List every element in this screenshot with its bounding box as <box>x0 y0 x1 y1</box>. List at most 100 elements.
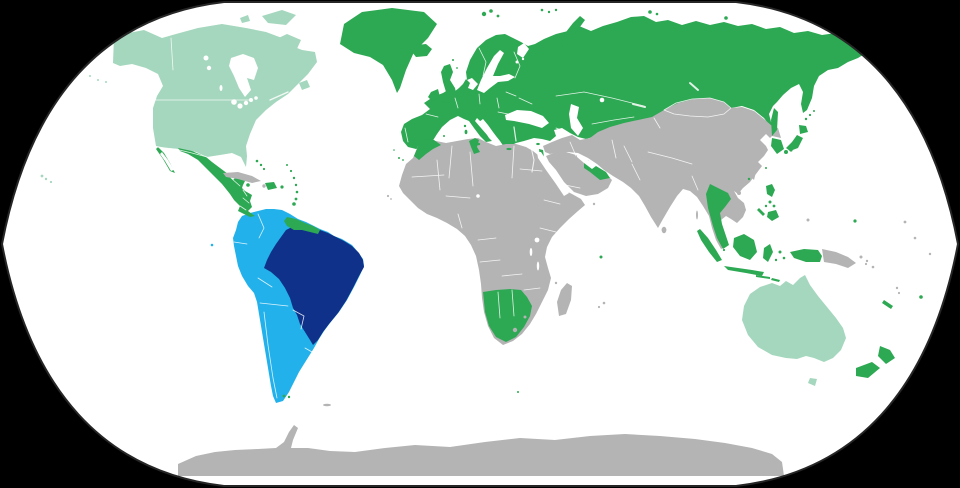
island-galapagos <box>210 243 214 247</box>
island-dot <box>262 167 266 171</box>
island-dot <box>540 8 544 12</box>
island-honshu <box>786 135 803 151</box>
island-dot <box>465 229 467 231</box>
island-crete <box>506 147 512 151</box>
island-puerto-rico <box>280 185 284 189</box>
island-newfoundland <box>299 80 310 90</box>
country-brazil <box>264 226 364 345</box>
region-mexico-central-america <box>178 148 255 217</box>
country-great-britain <box>441 64 457 103</box>
island-tasmania <box>808 378 817 386</box>
border-mongolia <box>663 97 732 118</box>
island-sulawesi <box>763 244 773 262</box>
region-antarctica <box>178 425 784 476</box>
island-dot <box>724 16 728 20</box>
island-dot <box>903 220 907 224</box>
island-singapore <box>722 248 726 252</box>
island-dot <box>864 262 868 266</box>
island-lesser-sunda <box>756 275 770 279</box>
water-caspian-sea <box>569 104 583 136</box>
island-jamaica <box>246 183 250 187</box>
island-dot <box>393 149 395 151</box>
region-thailand-malaysia <box>706 184 731 249</box>
island-dot <box>547 10 551 14</box>
island-micronesia-green <box>853 219 857 223</box>
layer-gray-overlays <box>262 184 527 333</box>
island-dot <box>44 177 48 181</box>
island-dot <box>784 150 788 154</box>
arctic-green-islets <box>452 8 835 69</box>
country-morocco <box>414 139 441 160</box>
island-dot <box>804 117 808 121</box>
island-dot <box>764 204 768 208</box>
canadian-arctic-islands <box>205 10 301 63</box>
island-dot <box>489 9 493 13</box>
water-st-lawrence <box>269 91 289 101</box>
island-sicily <box>475 142 481 146</box>
island-dot <box>398 157 400 159</box>
island-corsica <box>463 124 467 128</box>
island-dot <box>859 255 863 259</box>
island-dot <box>287 395 291 399</box>
island-dot <box>928 252 932 256</box>
region-guianas <box>284 217 320 234</box>
island-dot <box>895 286 899 290</box>
gray-island-dots <box>386 194 932 309</box>
map-content <box>40 8 932 476</box>
island-dot <box>554 281 558 285</box>
island-dot <box>871 265 875 269</box>
border-aegean <box>513 126 517 142</box>
island-java <box>724 266 764 276</box>
island-mindanao <box>767 210 779 221</box>
kuril-dots <box>804 110 815 121</box>
atlantic-green-islets <box>393 149 404 161</box>
water-aral <box>599 97 605 103</box>
layer-boundaries <box>153 37 732 399</box>
region-west-papua <box>790 249 822 262</box>
island-dot <box>865 259 869 263</box>
island-sumatra <box>697 229 722 262</box>
island-hong-kong <box>747 177 751 181</box>
island-dominican-republic <box>265 182 277 190</box>
country-lesotho <box>512 327 518 333</box>
island-sri-lanka <box>661 226 667 234</box>
island-dot <box>259 163 263 167</box>
moluccas-dots <box>774 250 786 262</box>
island-sakhalin <box>771 108 778 136</box>
island-hokkaido <box>799 125 808 134</box>
island-dot <box>282 394 286 398</box>
island-seychelles <box>599 255 603 259</box>
water-white-sea <box>517 43 529 58</box>
water-nile <box>530 146 535 173</box>
island-cyprus <box>536 142 540 146</box>
region-arabia <box>546 152 612 196</box>
island-dot <box>913 236 917 240</box>
island-dot <box>813 110 815 112</box>
island-dot <box>481 11 487 17</box>
country-new-zealand-north <box>878 346 895 364</box>
water-lake <box>219 85 223 91</box>
hawaii-dots <box>40 174 53 184</box>
island-dot <box>648 10 652 14</box>
island-dot <box>255 159 259 163</box>
island-dot <box>768 200 772 204</box>
country-new-zealand-south <box>856 362 880 378</box>
country-cuba <box>223 172 261 183</box>
island-dot <box>40 174 44 178</box>
island-dot <box>294 197 298 201</box>
region-africa <box>399 138 585 345</box>
country-haiti <box>262 184 266 188</box>
region-southern-africa <box>483 289 532 342</box>
borders-middle-east-south-asia <box>559 139 699 191</box>
water-hudson-bay <box>229 54 258 97</box>
island-borneo <box>733 234 757 260</box>
island-dot <box>294 183 298 187</box>
aleutian-dots <box>89 75 107 83</box>
water-lake <box>237 103 243 109</box>
water-lake-balkhash <box>632 103 646 108</box>
caribbean-green <box>246 159 299 206</box>
country-japan <box>765 125 808 169</box>
water-lake <box>254 96 258 100</box>
